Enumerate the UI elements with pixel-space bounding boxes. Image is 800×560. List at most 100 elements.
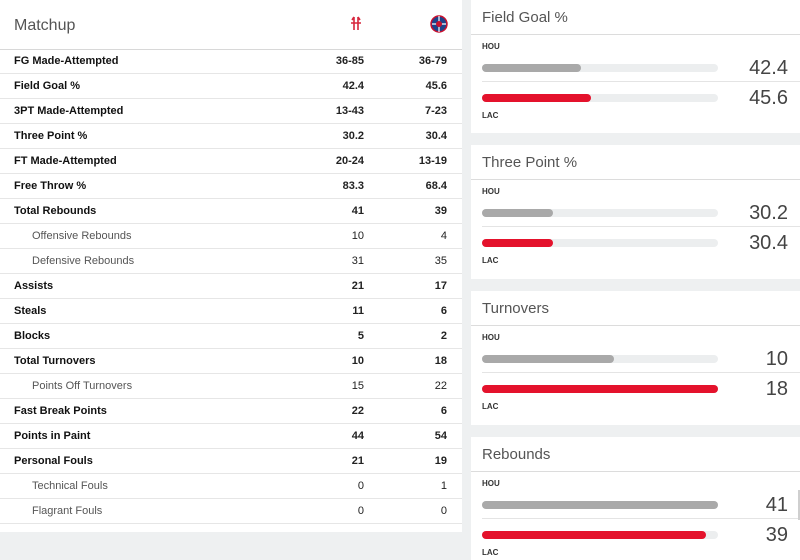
lac-value: 4: [440, 230, 447, 242]
table-row: Technical Fouls 0 1: [0, 474, 462, 499]
lac-bar-track: [482, 239, 718, 247]
stat-label: Blocks: [14, 330, 51, 342]
lac-stat-value: 30.4: [749, 232, 788, 254]
table-row: Points Off Turnovers 15 22: [0, 374, 462, 399]
table-row: Free Throw % 83.3 68.4: [0, 174, 462, 199]
table-row: Flagrant Fouls 0 0: [0, 499, 462, 524]
lac-bar-track: [482, 94, 718, 102]
lac-stat-value: 45.6: [749, 87, 788, 109]
hou-value: 31: [351, 255, 364, 267]
stat-label: Three Point %: [14, 130, 88, 142]
hou-value: 30.2: [342, 130, 364, 142]
lac-value: 54: [434, 430, 447, 442]
lac-bar: [482, 239, 553, 247]
matchup-table: FG Made-Attempted 36-85 36-79 Field Goal % 4…: [0, 49, 462, 524]
hou-tag: HOU: [482, 187, 500, 196]
lac-value: 19: [434, 455, 447, 467]
lac-tag: LAC: [482, 548, 499, 557]
stat-label: Free Throw %: [14, 180, 87, 192]
hou-bar-track: [482, 501, 718, 509]
card-divider: [482, 372, 800, 373]
table-row: Fast Break Points 22 6: [0, 399, 462, 424]
stat-label: FG Made-Attempted: [14, 55, 119, 67]
hou-value: 42.4: [342, 80, 364, 92]
hou-tag: HOU: [482, 333, 500, 342]
lac-value: 39: [434, 205, 447, 217]
stat-label: Points Off Turnovers: [32, 380, 133, 392]
hou-value: 20-24: [335, 155, 364, 167]
hou-value: 36-85: [335, 55, 364, 67]
stat-label: Flagrant Fouls: [32, 505, 103, 517]
stat-label: Total Turnovers: [14, 355, 96, 367]
hou-bar-track: [482, 209, 718, 217]
stat-label: Personal Fouls: [14, 455, 93, 467]
stat-label: Steals: [14, 305, 47, 317]
lac-value: 13-19: [418, 155, 447, 167]
lac-value: 18: [434, 355, 447, 367]
stat-label: 3PT Made-Attempted: [14, 105, 124, 117]
stat-label: FT Made-Attempted: [14, 155, 117, 167]
hou-value: 21: [351, 280, 364, 292]
table-row: Defensive Rebounds 31 35: [0, 249, 462, 274]
hou-value: 15: [351, 380, 364, 392]
card-title: Turnovers: [482, 300, 549, 317]
hou-tag: HOU: [482, 479, 500, 488]
table-row: Assists 21 17: [0, 274, 462, 299]
stat-label: Fast Break Points: [14, 405, 107, 417]
hou-value: 11: [352, 305, 364, 317]
table-row: Steals 11 6: [0, 299, 462, 324]
table-row: Total Turnovers 10 18: [0, 349, 462, 374]
comparison-card: Rebounds HOU 41 39 LAC: [471, 437, 800, 560]
table-row: 3PT Made-Attempted 13-43 7-23: [0, 99, 462, 124]
hou-stat-value: 42.4: [749, 57, 788, 79]
scrollbar[interactable]: [798, 490, 800, 520]
lac-bar-track: [482, 531, 718, 539]
hou-stat-value: 10: [765, 348, 788, 370]
matchup-panel: Matchup FG Made-Attempted 36-85 36-79 Field…: [0, 0, 462, 532]
lac-tag: LAC: [482, 256, 499, 265]
lac-value: 45.6: [425, 80, 447, 92]
card-title: Rebounds: [482, 446, 551, 463]
lac-value: 0: [440, 505, 447, 517]
card-title: Three Point %: [482, 154, 578, 171]
table-row: Offensive Rebounds 10 4: [0, 224, 462, 249]
hou-bar: [482, 501, 718, 509]
hou-value: 21: [351, 455, 364, 467]
table-row: Total Rebounds 41 39: [0, 199, 462, 224]
lac-value: 22: [434, 380, 447, 392]
stat-label: Total Rebounds: [14, 205, 97, 217]
matchup-title: Matchup: [14, 17, 76, 34]
lac-value: 36-79: [418, 55, 447, 67]
rockets-logo-icon: [346, 14, 366, 34]
hou-value: 0: [357, 480, 364, 492]
lac-tag: LAC: [482, 402, 499, 411]
stat-label: Defensive Rebounds: [32, 255, 135, 267]
card-header: Three Point %: [471, 145, 800, 180]
table-row: FG Made-Attempted 36-85 36-79: [0, 49, 462, 74]
table-row: Three Point % 30.2 30.4: [0, 124, 462, 149]
lac-bar-track: [482, 385, 718, 393]
lac-stat-value: 18: [765, 378, 788, 400]
lac-bar: [482, 94, 591, 102]
lac-bar: [482, 531, 707, 539]
lac-value: 1: [440, 480, 447, 492]
lac-value: 68.4: [425, 180, 447, 192]
hou-value: 5: [357, 330, 364, 342]
lac-value: 6: [440, 405, 447, 417]
hou-stat-value: 30.2: [749, 202, 788, 224]
card-divider: [482, 81, 800, 82]
hou-value: 13-43: [335, 105, 364, 117]
hou-bar: [482, 209, 553, 217]
stat-label: Field Goal %: [14, 80, 81, 92]
hou-bar: [482, 64, 582, 72]
matchup-header: Matchup: [0, 0, 462, 50]
lac-value: 7-23: [424, 105, 447, 117]
lac-value: 30.4: [425, 130, 447, 142]
comparison-card: Field Goal % HOU 42.4 45.6 LAC: [471, 0, 800, 133]
table-row: FT Made-Attempted 20-24 13-19: [0, 149, 462, 174]
hou-value: 10: [351, 230, 364, 242]
comparison-card: Turnovers HOU 10 18 LAC: [471, 291, 800, 425]
hou-bar-track: [482, 64, 718, 72]
card-header: Turnovers: [471, 291, 800, 326]
hou-value: 10: [351, 355, 364, 367]
